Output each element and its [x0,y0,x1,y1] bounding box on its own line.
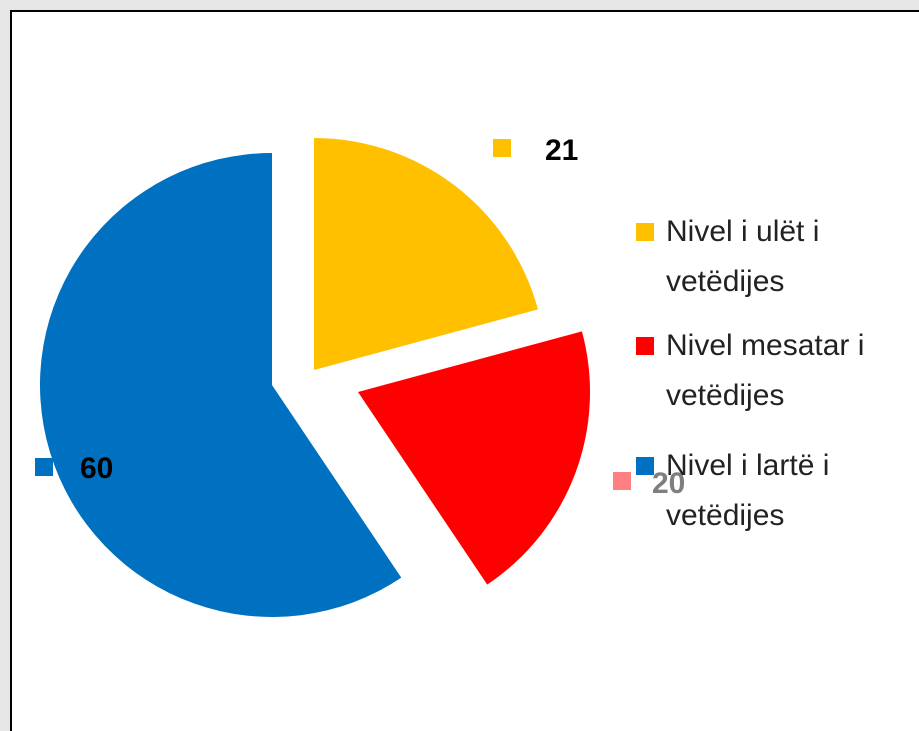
pie-slice [358,331,590,585]
legend-item: Nivel i lartë i vetëdijes [636,441,896,541]
pie-slice [314,138,538,370]
data-label: 20 [652,467,685,500]
data-label-marker [35,458,53,476]
legend-label: Nivel mesatar i vetëdijes [666,329,865,412]
legend-label: Nivel i ulët i vetëdijes [666,215,820,298]
legend-swatch [636,457,654,475]
data-label-marker [613,472,631,490]
legend-item: Nivel mesatar i vetëdijes [636,321,896,421]
data-label-marker [493,139,511,157]
pie-slice [40,152,402,617]
legend-swatch [636,223,654,241]
legend-item: Nivel i ulët i vetëdijes [636,207,896,307]
data-label: 21 [545,134,578,167]
data-label: 60 [80,452,113,485]
legend-swatch [636,337,654,355]
legend-label: Nivel i lartë i vetëdijes [666,449,830,532]
